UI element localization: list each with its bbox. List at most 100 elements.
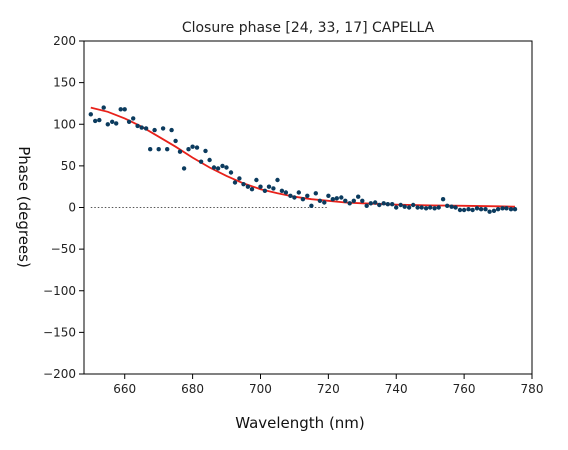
data-point bbox=[165, 147, 170, 152]
data-point bbox=[169, 127, 174, 133]
data-point bbox=[390, 202, 395, 207]
y-axis-label: Phase (degrees) bbox=[15, 146, 33, 268]
data-point bbox=[97, 117, 102, 123]
data-point bbox=[373, 200, 378, 205]
y-tick-label: 100 bbox=[53, 117, 76, 131]
data-point bbox=[232, 180, 238, 185]
data-point bbox=[334, 196, 339, 201]
data-point bbox=[364, 203, 369, 208]
data-point bbox=[160, 126, 166, 131]
x-tick-label: 720 bbox=[317, 382, 340, 396]
data-point bbox=[377, 202, 382, 208]
data-point bbox=[143, 126, 149, 131]
data-point bbox=[398, 202, 403, 208]
data-point bbox=[105, 122, 111, 127]
x-tick-label: 660 bbox=[113, 382, 136, 396]
data-point bbox=[504, 206, 509, 211]
data-point bbox=[220, 163, 225, 169]
data-point bbox=[445, 203, 450, 208]
data-point bbox=[190, 144, 195, 149]
data-point bbox=[207, 157, 212, 163]
x-axis-label: Wavelength (nm) bbox=[235, 414, 365, 432]
data-point bbox=[512, 207, 518, 212]
data-point bbox=[411, 202, 416, 208]
y-tick-label: 0 bbox=[68, 201, 76, 215]
data-point bbox=[474, 206, 480, 211]
data-point bbox=[126, 119, 132, 125]
data-point bbox=[173, 138, 178, 144]
data-point bbox=[478, 207, 484, 212]
y-axis-ticks: 200 150 100 50 0 −50 −100 −150 −200 bbox=[43, 34, 84, 381]
data-point bbox=[292, 195, 297, 200]
data-point bbox=[135, 123, 140, 129]
data-point bbox=[487, 209, 492, 214]
data-point bbox=[237, 176, 242, 181]
data-point bbox=[241, 182, 246, 187]
data-point bbox=[381, 201, 386, 206]
y-tick-label: −100 bbox=[43, 284, 76, 298]
data-point bbox=[432, 206, 437, 211]
data-point bbox=[228, 170, 234, 175]
data-point bbox=[300, 197, 306, 202]
x-tick-label: 740 bbox=[385, 382, 408, 396]
data-point bbox=[101, 105, 106, 110]
data-point bbox=[283, 190, 289, 195]
data-point bbox=[356, 194, 361, 199]
data-point bbox=[440, 197, 446, 202]
data-point bbox=[203, 148, 208, 154]
data-point bbox=[483, 207, 488, 212]
x-axis-ticks: 660 680 700 720 740 760 780 bbox=[113, 374, 543, 396]
data-point bbox=[88, 112, 94, 117]
data-point bbox=[491, 208, 497, 213]
data-point bbox=[313, 191, 318, 196]
data-point bbox=[322, 200, 327, 205]
data-point bbox=[326, 193, 331, 198]
data-point bbox=[122, 107, 127, 112]
data-point bbox=[436, 205, 441, 210]
data-point bbox=[453, 205, 458, 210]
data-point bbox=[249, 187, 255, 192]
data-point bbox=[114, 121, 119, 126]
data-point bbox=[186, 147, 191, 152]
data-point bbox=[254, 177, 259, 183]
data-point bbox=[148, 147, 153, 152]
data-point bbox=[139, 125, 144, 130]
y-tick-label: −200 bbox=[43, 367, 76, 381]
x-tick-label: 780 bbox=[521, 382, 544, 396]
data-point bbox=[279, 188, 285, 193]
data-point bbox=[177, 149, 183, 154]
data-point bbox=[258, 184, 263, 189]
data-point bbox=[131, 116, 136, 121]
y-tick-label: 200 bbox=[53, 34, 76, 48]
data-point bbox=[156, 147, 161, 152]
data-point bbox=[330, 197, 335, 202]
chart-title: Closure phase [24, 33, 17] CAPELLA bbox=[182, 20, 435, 36]
data-point bbox=[368, 201, 373, 206]
data-point bbox=[402, 204, 407, 209]
data-point bbox=[343, 198, 348, 203]
data-point bbox=[317, 198, 323, 203]
data-point bbox=[419, 205, 424, 210]
y-tick-label: 150 bbox=[53, 76, 76, 90]
data-point bbox=[110, 119, 115, 125]
data-point bbox=[262, 188, 268, 193]
data-point bbox=[224, 165, 229, 170]
data-point bbox=[500, 206, 505, 211]
data-point bbox=[470, 207, 475, 213]
data-points bbox=[88, 105, 518, 214]
data-point bbox=[423, 206, 429, 211]
data-point bbox=[461, 207, 467, 213]
data-point bbox=[347, 201, 352, 206]
y-tick-label: −150 bbox=[43, 325, 76, 339]
data-point bbox=[211, 165, 217, 170]
data-point bbox=[266, 184, 272, 189]
y-tick-label: −50 bbox=[51, 242, 76, 256]
data-point bbox=[288, 193, 293, 198]
data-point bbox=[118, 107, 123, 112]
data-point bbox=[305, 193, 310, 198]
data-point bbox=[508, 207, 514, 212]
data-point bbox=[415, 205, 420, 210]
data-point bbox=[360, 198, 365, 203]
data-point bbox=[495, 207, 501, 212]
